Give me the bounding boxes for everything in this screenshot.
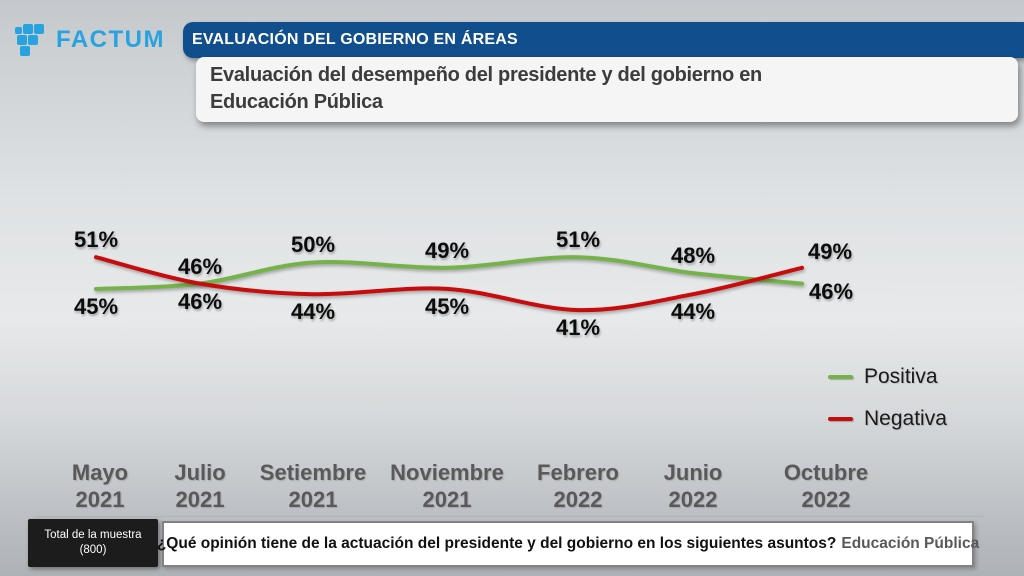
- legend-item-negativa: Negativa: [828, 404, 947, 433]
- legend-item-positiva: Positiva: [828, 362, 947, 391]
- sample-size-box: Total de la muestra (800): [28, 519, 158, 567]
- question-text: ¿Qué opinión tiene de la actuación del p…: [156, 535, 837, 552]
- factum-logo-icon: [14, 24, 54, 60]
- logo-square: [28, 35, 38, 45]
- logo-square: [17, 35, 27, 45]
- legend-line-icon: [828, 416, 853, 421]
- slide-title-box: Evaluación del desempeño del presidente …: [196, 57, 1018, 122]
- axis-label: Setiembre 2021: [259, 460, 367, 512]
- data-label-positiva: 46%: [177, 288, 223, 314]
- axis-label: Noviembre 2021: [390, 460, 504, 512]
- factum-logo-text: FACTUM: [56, 26, 165, 53]
- data-label-negativa: 51%: [73, 227, 119, 253]
- data-label-negativa: 44%: [670, 299, 716, 325]
- legend-label: Positiva: [864, 364, 938, 388]
- data-label-positiva: 51%: [555, 227, 601, 253]
- data-label-negativa: 44%: [290, 299, 336, 325]
- data-label-negativa: 46%: [177, 253, 223, 279]
- section-ribbon-label: EVALUACIÓN DEL GOBIERNO EN ÁREAS: [192, 31, 518, 48]
- sample-size-label: Total de la muestra (800): [44, 529, 142, 556]
- logo-square: [20, 46, 30, 56]
- data-label-positiva: 45%: [73, 293, 119, 319]
- data-label-positiva: 46%: [808, 278, 854, 304]
- x-axis-line: [35, 516, 985, 517]
- data-label-negativa: 45%: [424, 293, 470, 319]
- data-label-positiva: 48%: [670, 243, 716, 269]
- axis-label: Mayo 2021: [71, 460, 129, 512]
- data-label-negativa: 41%: [555, 315, 601, 341]
- axis-label: Junio 2022: [663, 460, 723, 512]
- axis-label: Julio 2021: [174, 460, 226, 512]
- question-topic: Educación Pública: [841, 535, 980, 552]
- axis-label: Octubre 2022: [783, 460, 869, 512]
- axis-label: Febrero 2022: [537, 460, 619, 512]
- factum-logo: FACTUM: [14, 18, 234, 66]
- data-label-positiva: 50%: [290, 232, 336, 258]
- chart-legend: Positiva Negativa: [828, 362, 947, 446]
- section-ribbon: EVALUACIÓN DEL GOBIERNO EN ÁREAS: [183, 22, 1024, 58]
- data-label-negativa: 49%: [807, 238, 853, 264]
- logo-square: [23, 24, 33, 34]
- logo-square: [15, 27, 22, 34]
- data-label-positiva: 49%: [424, 237, 470, 263]
- logo-square: [34, 24, 44, 34]
- question-box: ¿Qué opinión tiene de la actuación del p…: [157, 521, 979, 567]
- legend-label: Negativa: [864, 406, 947, 430]
- legend-line-icon: [828, 374, 853, 379]
- slide-title: Evaluación del desempeño del presidente …: [210, 64, 762, 113]
